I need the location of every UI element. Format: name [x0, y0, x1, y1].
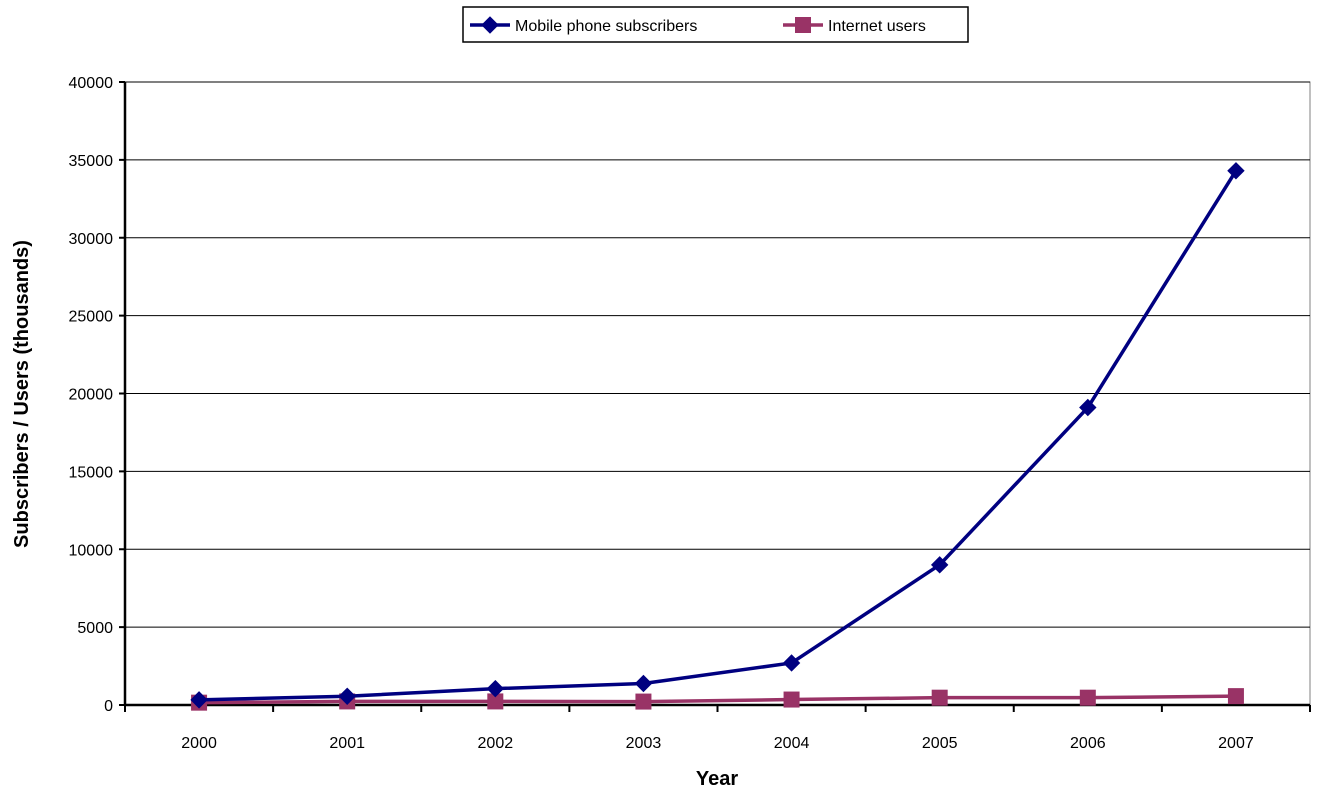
x-axis-ticks: 2000 2001 2002 2003 2004 2005 2006 2007 [124, 705, 1311, 752]
x-axis-title: Year [696, 768, 738, 790]
x-tick-label: 2006 [1070, 735, 1106, 752]
y-tick-label: 10000 [69, 542, 114, 559]
legend-marker [795, 17, 811, 33]
y-tick-label: 35000 [69, 153, 114, 170]
x-tick-label: 2001 [329, 735, 365, 752]
y-tick-label: 20000 [69, 387, 114, 404]
legend-marker [481, 16, 499, 34]
series-line [199, 169, 1238, 702]
y-tick-label: 30000 [69, 231, 114, 248]
x-tick-label: 2003 [626, 735, 662, 752]
y-tick-label: 5000 [77, 620, 113, 637]
data-point [783, 691, 800, 708]
x-tick-label: 2000 [181, 735, 217, 752]
y-tick-label: 15000 [69, 464, 114, 481]
data-point [190, 691, 208, 709]
data-point [782, 654, 801, 672]
data-point [930, 556, 949, 574]
x-tick-label: 2007 [1218, 735, 1254, 752]
y-tick-label: 0 [104, 698, 113, 715]
legend-label: Internet users [828, 18, 926, 35]
data-point [1079, 398, 1097, 417]
x-tick-label: 2005 [922, 735, 958, 752]
data-point [1227, 688, 1244, 705]
data-point [1227, 162, 1245, 180]
legend-item: Mobile phone subscribers [470, 16, 697, 35]
x-tick-label: 2004 [774, 735, 810, 752]
data-point [931, 689, 948, 706]
legend: Mobile phone subscribers Internet users [462, 6, 969, 43]
data-point [634, 674, 653, 693]
series-mobile-phone-subscribers [190, 162, 1245, 709]
legend-frame [462, 6, 969, 43]
y-tick-label: 25000 [69, 309, 114, 326]
data-point [338, 687, 356, 705]
legend-item: Internet users [783, 17, 926, 35]
y-tick-label: 40000 [69, 75, 114, 92]
legend-label: Mobile phone subscribers [515, 18, 697, 35]
series-layer [190, 162, 1245, 711]
data-point [486, 679, 505, 698]
y-axis-ticks: 0 5000 10000 15000 20000 25000 30000 35000 40000 [69, 75, 125, 715]
series-line [199, 694, 1236, 705]
data-point [1079, 689, 1096, 706]
gridlines [125, 81, 1310, 628]
y-axis-title: Subscribers / Users (thousands) [11, 240, 33, 548]
data-point [635, 693, 652, 710]
x-tick-label: 2002 [478, 735, 514, 752]
